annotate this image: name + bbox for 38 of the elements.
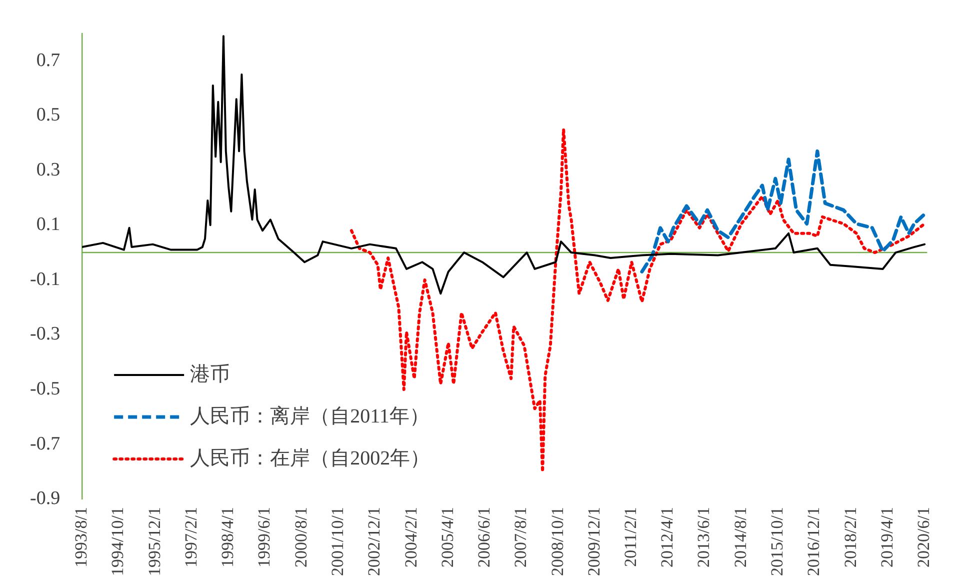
y-tick-label: 0.5 bbox=[36, 104, 60, 126]
x-tick-label: 1998/4/1 bbox=[218, 507, 238, 568]
x-tick-label: 2006/6/1 bbox=[474, 507, 494, 568]
line-series bbox=[640, 149, 926, 274]
y-tick-label: -0.9 bbox=[30, 488, 60, 510]
x-tick-label: 2013/6/1 bbox=[694, 507, 714, 568]
line-series bbox=[350, 128, 926, 474]
y-tick-label: 0.1 bbox=[36, 214, 60, 236]
y-tick-label: -0.3 bbox=[30, 324, 60, 345]
x-tick-label: 2019/4/1 bbox=[877, 507, 896, 568]
legend-label: 人民币：离岸（自2011年） bbox=[190, 405, 430, 428]
legend-label: 港币 bbox=[190, 363, 230, 386]
x-tick-label: 2001/10/1 bbox=[328, 507, 347, 576]
x-tick-label: 1994/10/1 bbox=[108, 507, 128, 576]
y-tick-label: 0.3 bbox=[36, 159, 60, 180]
x-tick-label: 2000/8/1 bbox=[291, 507, 310, 568]
y-tick-label: 0.7 bbox=[36, 50, 60, 71]
legend-label: 人民币：在岸（自2002年） bbox=[190, 447, 430, 470]
y-tick-label: -0.1 bbox=[30, 268, 60, 290]
y-tick-label: -0.7 bbox=[30, 433, 60, 454]
x-tick-label: 2016/12/1 bbox=[804, 507, 824, 576]
x-tick-label: 2012/4/1 bbox=[658, 507, 677, 568]
x-tick-label: 2018/2/1 bbox=[840, 507, 860, 568]
x-tick-label: 2004/2/1 bbox=[401, 507, 420, 568]
x-tick-label: 2007/8/1 bbox=[511, 507, 530, 568]
x-tick-label: 1995/12/1 bbox=[144, 507, 164, 576]
x-tick-label: 1993/8/1 bbox=[72, 507, 91, 568]
x-tick-label: 2011/2/1 bbox=[621, 507, 640, 567]
x-tick-label: 2015/10/1 bbox=[767, 507, 786, 576]
x-tick-label: 2020/6/1 bbox=[914, 507, 934, 568]
x-tick-label: 2009/12/1 bbox=[584, 507, 604, 576]
x-tick-label: 1999/6/1 bbox=[254, 507, 274, 568]
y-tick-label: -0.5 bbox=[30, 378, 60, 400]
x-tick-label: 2008/10/1 bbox=[548, 507, 567, 576]
x-tick-label: 2014/8/1 bbox=[730, 507, 750, 568]
x-tick-label: 2005/4/1 bbox=[438, 507, 457, 568]
x-tick-label: 1997/2/1 bbox=[182, 507, 201, 568]
x-tick-label: 2002/12/1 bbox=[364, 507, 384, 576]
